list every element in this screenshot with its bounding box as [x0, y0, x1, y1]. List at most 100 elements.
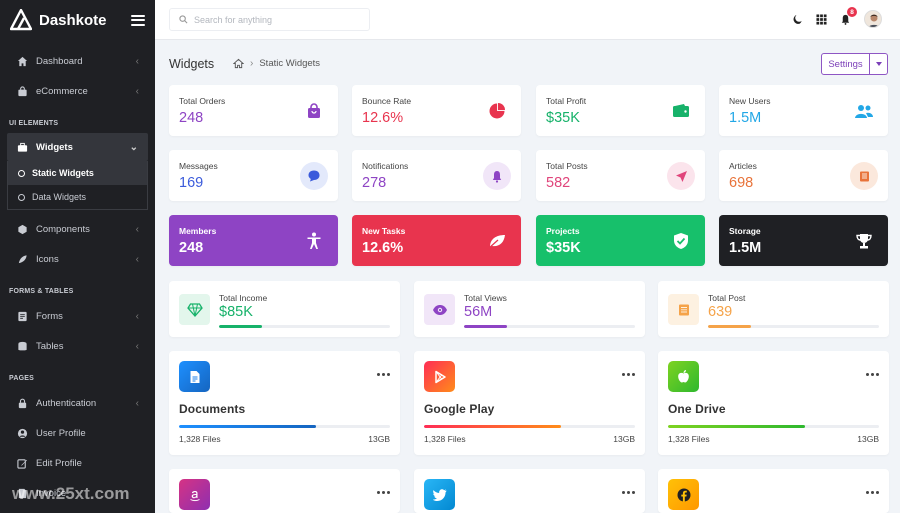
sidebar-item-forms[interactable]: Forms ‹ [0, 301, 155, 331]
topbar: 8 [155, 0, 900, 40]
sidebar-item-label: User Profile [36, 427, 86, 439]
more-options-icon[interactable] [864, 373, 879, 376]
sidebar-item-label: Authentication [36, 397, 97, 409]
progress-card-total-post: Total Post 639 [658, 281, 889, 337]
send-icon [667, 162, 695, 190]
search-box [169, 8, 370, 31]
sidebar-item-invoice[interactable]: Invoice [0, 478, 155, 508]
progress-title: Total Post [708, 293, 746, 303]
more-options-icon[interactable] [864, 491, 879, 494]
stat-title: Total Profit [546, 96, 587, 106]
more-options-icon[interactable] [620, 491, 635, 494]
sidebar-item-widgets[interactable]: Widgets ⌄ [7, 133, 148, 161]
breadcrumb: › Static Widgets [233, 58, 320, 69]
apple-icon [668, 361, 699, 392]
settings-button[interactable]: Settings [821, 53, 870, 75]
settings-dropdown-toggle[interactable] [870, 53, 888, 75]
progress-bar [219, 325, 390, 328]
play-icon [424, 361, 455, 392]
sidebar-item-edit-profile[interactable]: Edit Profile [0, 448, 155, 478]
progress-fill [464, 325, 507, 328]
sidebar-item-label: Components [36, 223, 90, 235]
progress-card-total-views: Total Views 56M [414, 281, 645, 337]
file-invoice-icon [17, 488, 28, 499]
app-card-amazon [169, 469, 400, 513]
newspaper-icon [850, 162, 878, 190]
search-input[interactable] [194, 14, 364, 25]
app-progress-bar [179, 425, 390, 428]
sidebar-subitem-data-widgets[interactable]: Data Widgets [8, 185, 147, 209]
stat-value: 1.5M [729, 240, 762, 256]
app-files: 1,328 Files [668, 434, 710, 444]
stat-card-notifications: Notifications 278 [352, 150, 521, 201]
sidebar-item-ecommerce[interactable]: eCommerce ‹ [0, 76, 155, 106]
sidebar-item-dashboard[interactable]: Dashboard ‹ [0, 46, 155, 76]
chat-bubble-icon [300, 162, 328, 190]
stat-card-new-tasks: New Tasks 12.6% [352, 215, 521, 266]
sidebar-item-icons[interactable]: Icons ‹ [0, 244, 155, 274]
stat-title: Members [179, 226, 217, 236]
app-files: 1,328 Files [179, 434, 221, 444]
notification-badge: 8 [847, 7, 857, 17]
avatar[interactable] [864, 10, 882, 28]
cubes-icon [17, 224, 28, 235]
more-options-icon[interactable] [620, 373, 635, 376]
watermark: www.25xt.com [12, 484, 130, 503]
app-files: 1,328 Files [424, 434, 466, 444]
eye-icon [424, 294, 455, 325]
stat-value: 248 [179, 110, 204, 126]
breadcrumb-current: Static Widgets [259, 58, 321, 69]
more-options-icon[interactable] [375, 373, 390, 376]
chevron-left-icon: ‹ [135, 340, 139, 352]
app-name: One Drive [668, 402, 726, 416]
circle-icon [18, 193, 25, 201]
shopping-bag-icon [17, 85, 28, 97]
sidebar-item-label: Edit Profile [36, 457, 82, 469]
stat-value: 698 [729, 175, 754, 191]
sidebar-subitem-label: Static Widgets [32, 168, 94, 178]
circle-icon [18, 169, 25, 177]
topbar-actions: 8 [780, 7, 882, 28]
sidebar-nav: Dashboard ‹ eCommerce ‹ UI ELEMENTS Widg… [0, 40, 155, 508]
sidebar-item-authentication[interactable]: Authentication ‹ [0, 388, 155, 418]
stat-card-articles: Articles 698 [719, 150, 888, 201]
sidebar-item-label: eCommerce [36, 85, 88, 97]
stat-title: Total Posts [546, 161, 588, 171]
leaf-icon [483, 227, 511, 255]
chevron-left-icon: ‹ [135, 85, 139, 97]
more-options-icon[interactable] [375, 491, 390, 494]
sidebar-item-label: Icons [36, 253, 59, 265]
moon-icon[interactable] [790, 12, 804, 26]
chevron-left-icon: ‹ [135, 55, 139, 67]
progress-value: $85K [219, 304, 253, 320]
newspaper-icon [668, 294, 699, 325]
sidebar-item-tables[interactable]: Tables ‹ [0, 331, 155, 361]
sidebar-item-label: Invoice [36, 487, 67, 499]
app-size: 13GB [613, 434, 635, 444]
home-icon [17, 56, 28, 67]
apps-grid-icon[interactable] [814, 12, 828, 26]
stat-value: 582 [546, 175, 571, 191]
briefcase-icon [17, 142, 28, 153]
app-progress-bar [668, 425, 879, 428]
home-icon[interactable] [233, 58, 244, 69]
sidebar-item-user-profile[interactable]: User Profile [0, 418, 155, 448]
stat-value: 278 [362, 175, 387, 191]
notification-bell-icon[interactable]: 8 [838, 7, 857, 26]
stat-title: Storage [729, 226, 761, 236]
menu-toggle-icon[interactable] [131, 14, 145, 26]
shopping-bag-icon [300, 97, 328, 125]
sidebar-subitem-static-widgets[interactable]: Static Widgets [8, 161, 147, 185]
users-icon [850, 97, 878, 125]
app-progress-fill [668, 425, 806, 428]
shield-check-icon [667, 227, 695, 255]
sidebar-item-components[interactable]: Components ‹ [0, 214, 155, 244]
section-heading-forms: FORMS & TABLES [9, 288, 74, 295]
stat-value: $35K [546, 240, 581, 256]
stat-value: 248 [179, 240, 204, 256]
accessibility-icon [300, 227, 328, 255]
stat-card-projects: Projects $35K [536, 215, 705, 266]
progress-value: 56M [464, 304, 493, 320]
sidebar-subitem-label: Data Widgets [32, 192, 87, 202]
amazon-icon [179, 479, 210, 510]
